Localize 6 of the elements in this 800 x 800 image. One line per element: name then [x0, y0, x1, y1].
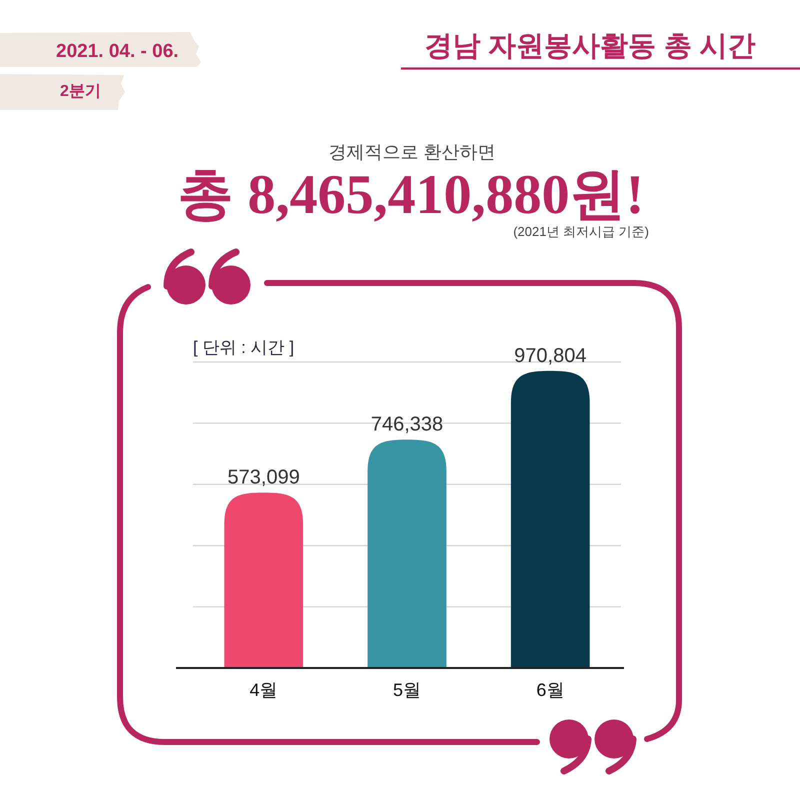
- annotation: 경제적으로 환산하면: [328, 142, 496, 162]
- title: 경남 자원봉사활동 총 시간: [424, 30, 756, 61]
- annotation: (2021년 최저시급 기준): [513, 224, 649, 239]
- annotation: 총 8,465,410,880원!: [178, 164, 644, 226]
- annotation: 2분기: [60, 83, 101, 100]
- subtitle: 2021. 04. - 06.: [56, 41, 179, 62]
